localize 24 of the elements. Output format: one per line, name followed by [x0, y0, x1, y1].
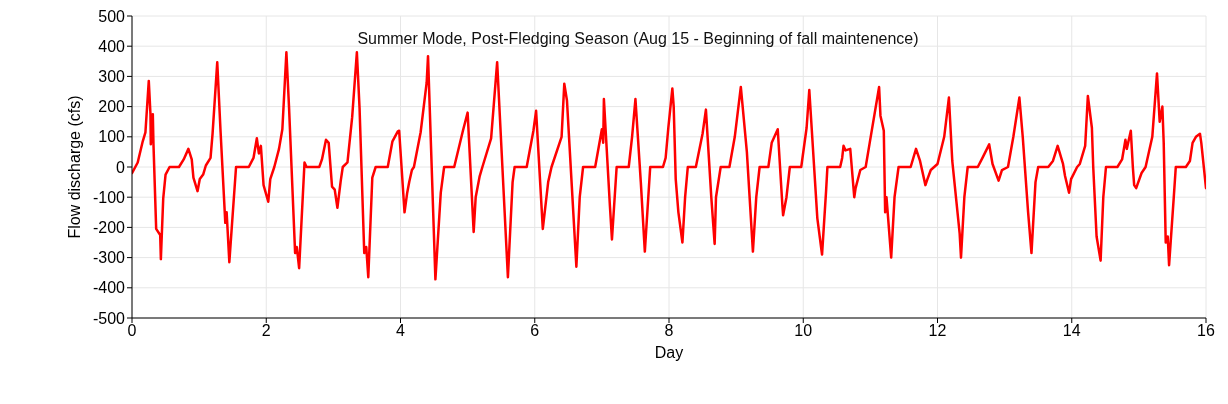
- x-tick-label: 6: [530, 322, 540, 340]
- x-tick-label: 2: [261, 322, 271, 340]
- y-tick-label: 300: [98, 68, 126, 86]
- x-axis-title: Day: [654, 344, 684, 361]
- x-tick-label: 8: [664, 322, 674, 340]
- y-tick-label: -300: [92, 249, 126, 267]
- x-tick-label: 4: [396, 322, 406, 340]
- x-tick-label: 10: [794, 322, 813, 340]
- y-tick-label: -400: [92, 279, 126, 297]
- y-tick-label: -200: [92, 219, 126, 237]
- y-tick-label: -100: [92, 188, 126, 206]
- y-tick-label: 0: [116, 158, 126, 176]
- y-tick-label: 500: [98, 7, 126, 25]
- x-tick-label: 16: [1197, 322, 1215, 340]
- text: Summer Mode, Post-Fledging Season (Aug 15 - Beginning of fall maintenence): [357, 30, 919, 47]
- y-tick-label: -500: [92, 309, 126, 327]
- y-tick-label: 400: [98, 37, 126, 55]
- line-series: [132, 50, 1206, 281]
- y-axis-title: Flow discharge (cfs): [65, 95, 83, 239]
- x-tick-label: 12: [928, 322, 947, 340]
- x-tick-label: 14: [1062, 322, 1081, 340]
- x-tick-label: 0: [127, 322, 137, 340]
- y-tick-label: 100: [98, 128, 126, 146]
- y-tick-label: 200: [98, 98, 126, 116]
